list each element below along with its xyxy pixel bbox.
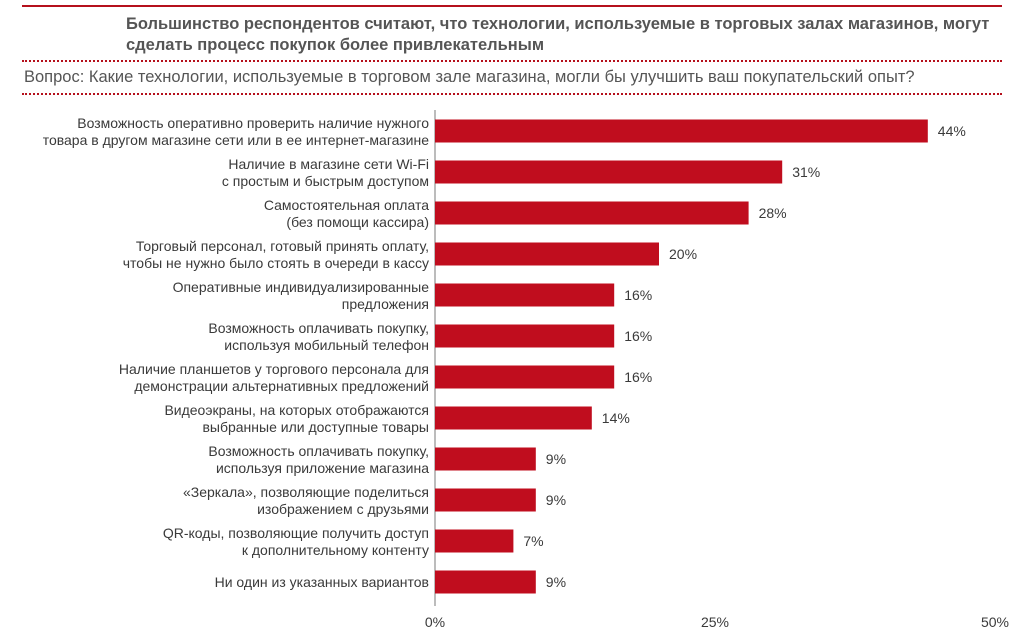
category-label: Наличие в магазине сети Wi-Fi [228,156,429,172]
bar-value-label: 9% [546,451,566,467]
category-label: к дополнительному контенту [242,542,429,558]
category-label: Возможность оперативно проверить наличие… [77,115,429,131]
category-label: Возможность оплачивать покупку, [208,443,429,459]
category-label: Наличие планшетов у торгового персонала … [119,361,429,377]
category-label: изображением с друзьями [257,501,429,517]
question-divider [22,93,1002,95]
category-label: выбранные или доступные товары [202,419,429,435]
bar [435,324,615,348]
bar [435,201,749,225]
category-label: «Зеркала», позволяющие поделиться [183,484,429,500]
category-label: Самостоятельная оплата [264,197,429,213]
category-label: Ни один из указанных вариантов [215,574,429,590]
x-tick-label: 0% [425,614,445,630]
category-label: демонстрации альтернативных предложений [134,378,429,394]
category-label: Торговый персонал, готовый принять оплат… [136,238,429,254]
bar-value-label: 28% [759,205,787,221]
category-label: Оперативные индивидуализированные [173,279,430,295]
bar-value-label: 7% [523,533,543,549]
bar-value-label: 16% [624,369,652,385]
category-label: используя приложение магазина [216,460,429,476]
bar [435,488,536,512]
bar [435,242,659,266]
category-label: Видеоэкраны, на которых отображаются [164,402,429,418]
x-tick-label: 50% [981,614,1009,630]
bar [435,119,928,143]
bar [435,283,615,307]
bar [435,529,514,553]
category-label: Возможность оплачивать покупку, [208,320,429,336]
bar-value-label: 14% [602,410,630,426]
category-label: товара в другом магазине сети или в ее и… [43,132,430,148]
x-tick-label: 25% [701,614,729,630]
bar-value-label: 31% [792,164,820,180]
top-rule [22,5,1002,7]
category-label: чтобы не нужно было стоять в очереди в к… [123,255,429,271]
bar-value-label: 9% [546,492,566,508]
bar [435,406,592,430]
bar [435,160,783,184]
bar [435,365,615,389]
bar [435,447,536,471]
category-label: с простым и быстрым доступом [222,173,429,189]
bar-value-label: 16% [624,287,652,303]
title-divider [22,60,1002,62]
bar [435,570,536,594]
chart-question: Вопрос: Какие технологии, используемые в… [24,68,915,86]
category-label: QR-коды, позволяющие получить доступ [163,525,429,541]
bar-value-label: 20% [669,246,697,262]
bar-value-label: 16% [624,328,652,344]
category-label: используя мобильный телефон [224,337,429,353]
chart-title: Большинство респондентов считают, что те… [126,15,990,54]
bar-value-label: 9% [546,574,566,590]
category-label: (без помощи кассира) [286,214,429,230]
bar-value-label: 44% [938,123,966,139]
category-label: предложения [342,296,429,312]
